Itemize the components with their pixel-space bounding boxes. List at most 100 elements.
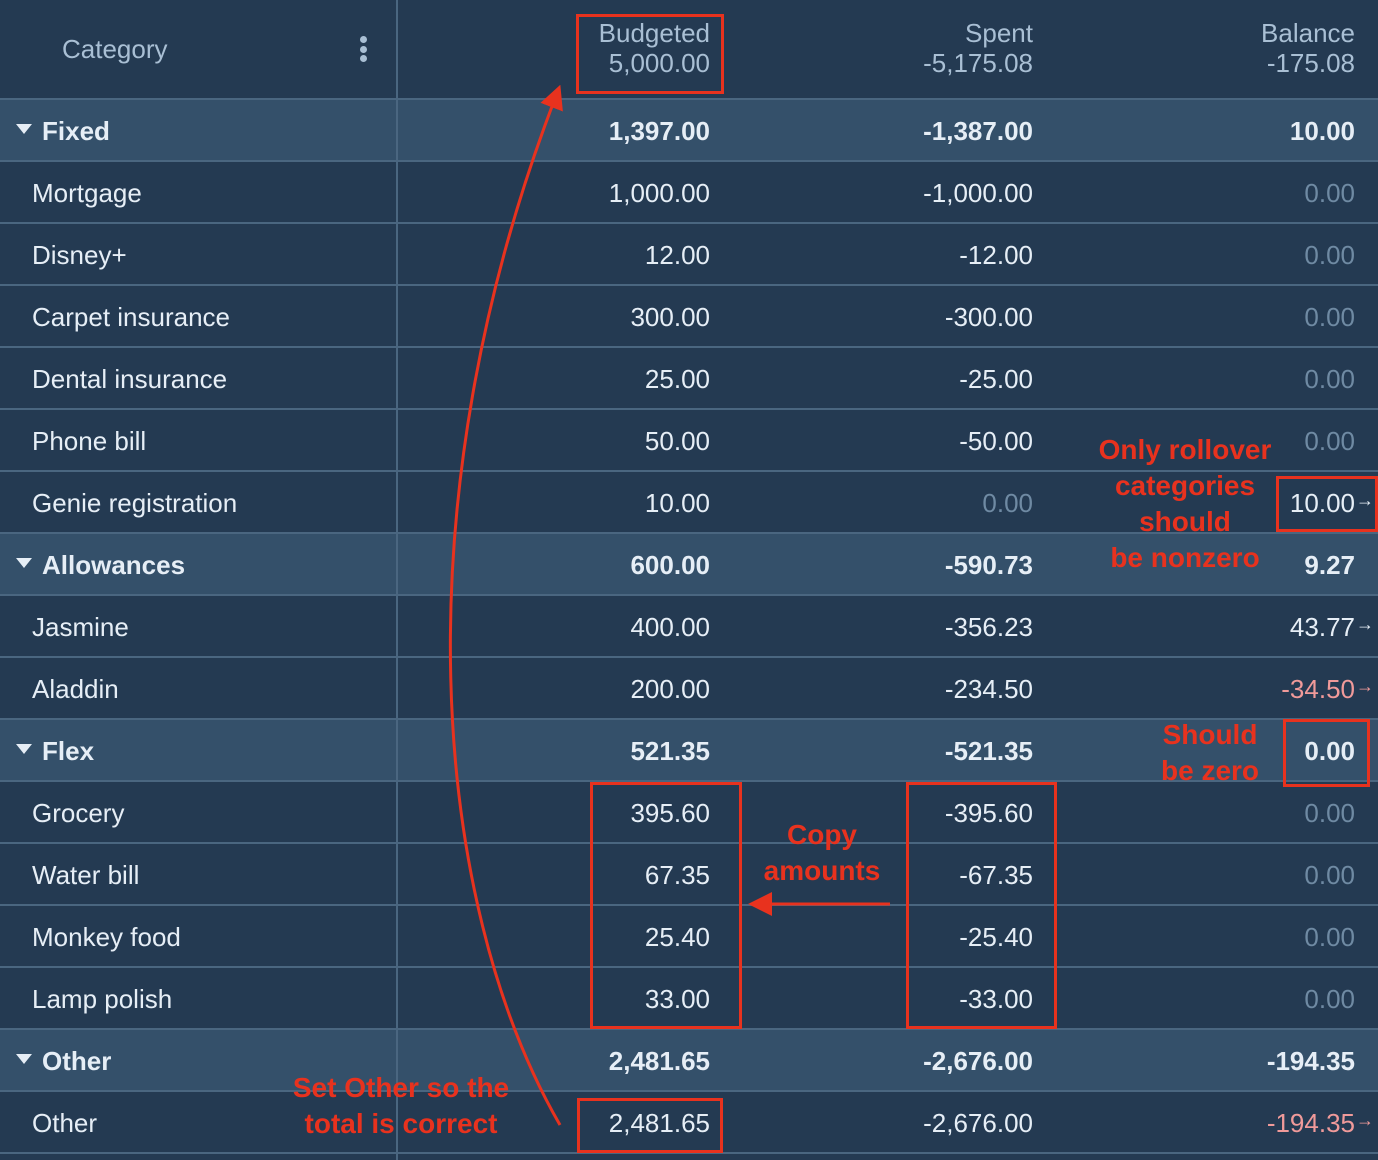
category-row[interactable]: Genie registration 10.00 0.00 10.00 → [0,472,1378,534]
category-row[interactable]: Water bill 67.35 -67.35 0.00 [0,844,1378,906]
annotation-zero-note: Should be zero [1160,719,1260,786]
spent-amount: -2,676.00 [923,1046,1033,1076]
rollover-arrow-icon: → [1356,1110,1374,1130]
budgeted-amount: 600.00 [630,550,710,580]
category-row[interactable]: Monkey food 25.40 -25.40 0.00 [0,906,1378,968]
category-name[interactable]: Carpet insurance [32,302,230,332]
category-row[interactable]: Jasmine 400.00 -356.23 43.77 → [0,596,1378,658]
category-name[interactable]: Other [42,1046,112,1076]
balance-amount[interactable]: 0.00 [1304,178,1355,208]
collapse-triangle-icon[interactable] [16,1054,32,1064]
budgeted-amount: 2,481.65 [608,1046,710,1076]
balance-amount[interactable]: 0.00 [1304,364,1355,394]
collapse-triangle-icon[interactable] [16,124,32,134]
spent-amount: -590.73 [944,550,1033,580]
budgeted-amount[interactable]: 12.00 [644,240,710,270]
collapse-triangle-icon[interactable] [16,744,32,754]
spent-amount: -50.00 [959,426,1033,456]
category-row[interactable]: Lamp polish 33.00 -33.00 0.00 [0,968,1378,1030]
balance-amount[interactable]: 0.00 [1304,798,1355,828]
category-row[interactable]: Dental insurance 25.00 -25.00 0.00 [0,348,1378,410]
category-group-row[interactable]: Fixed 1,397.00 -1,387.00 10.00 [0,100,1378,162]
category-row[interactable]: Aladdin 200.00 -234.50 -34.50 → [0,658,1378,720]
category-group-row[interactable]: Other 2,481.65 -2,676.00 -194.35 [0,1030,1378,1092]
balance-amount[interactable]: 43.77 [1289,612,1355,642]
balance-amount[interactable]: 0.00 [1304,984,1355,1014]
category-name[interactable]: Lamp polish [32,984,173,1014]
spent-label: Spent [965,18,1033,48]
balance-amount[interactable]: 0.00 [1304,240,1355,270]
balance-amount[interactable]: 0.00 [1304,860,1355,890]
budgeted-amount[interactable]: 25.40 [644,922,710,952]
category-name[interactable]: Disney+ [32,240,127,270]
category-row[interactable]: Other 2,481.65 -2,676.00 -194.35 → [0,1092,1378,1154]
budgeted-amount[interactable]: 400.00 [630,612,710,642]
category-row[interactable]: Grocery 395.60 -395.60 0.00 [0,782,1378,844]
category-name[interactable]: Flex [42,736,95,766]
category-name[interactable]: Water bill [32,860,140,890]
arrow-other-to-total [448,84,563,1126]
budgeted-amount[interactable]: 10.00 [644,488,710,518]
category-name[interactable]: Phone bill [32,426,147,456]
category-name[interactable]: Fixed [42,116,110,146]
balance-amount[interactable]: 10.00 [1289,488,1355,518]
budgeted-amount: 1,397.00 [608,116,710,146]
budgeted-amount[interactable]: 395.60 [630,798,710,828]
category-name[interactable]: Allowances [42,550,186,580]
budgeted-amount[interactable]: 200.00 [630,674,710,704]
balance-amount[interactable]: 0.00 [1304,426,1355,456]
budgeted-amount[interactable]: 1,000.00 [608,178,710,208]
spent-amount: -2,676.00 [923,1108,1033,1138]
annotation-other-note: Set Other so the total is correct [292,1072,510,1139]
category-row[interactable]: Carpet insurance 300.00 -300.00 0.00 [0,286,1378,348]
annotation-box-flex-balance [1283,719,1370,787]
budgeted-amount[interactable]: 50.00 [644,426,710,456]
category-column-header[interactable]: Category [62,34,168,64]
budgeted-amount[interactable]: 2,481.65 [608,1108,710,1138]
budgeted-amount[interactable]: 33.00 [644,984,710,1014]
balance-amount[interactable]: -194.35 [1266,1108,1355,1138]
balance-amount: 0.00 [1304,736,1355,766]
category-name[interactable]: Jasmine [32,612,129,642]
annotation-rollover-note: Only rollover categories should be nonzero [1098,434,1272,573]
spent-amount: -67.35 [959,860,1033,890]
spent-amount: -521.35 [944,736,1033,766]
spent-amount: -395.60 [944,798,1033,828]
balance-amount[interactable]: 0.00 [1304,302,1355,332]
budgeted-amount[interactable]: 25.00 [644,364,710,394]
budgeted-amount: 521.35 [630,736,710,766]
category-row[interactable]: Phone bill 50.00 -50.00 0.00 [0,410,1378,472]
rollover-arrow-icon: → [1356,614,1374,634]
category-row[interactable]: Disney+ 12.00 -12.00 0.00 [0,224,1378,286]
balance-total: -175.08 [1266,48,1355,78]
annotation-box-budgeted-total [576,14,724,94]
collapse-triangle-icon[interactable] [16,558,32,568]
column-divider [396,0,398,1160]
kebab-menu-icon[interactable] [360,36,370,62]
annotation-box-other-budgeted [577,1098,723,1153]
budgeted-amount[interactable]: 300.00 [630,302,710,332]
spent-total: -5,175.08 [923,48,1033,78]
balance-amount: 10.00 [1289,116,1355,146]
category-row[interactable]: Mortgage 1,000.00 -1,000.00 0.00 [0,162,1378,224]
spent-amount: -12.00 [959,240,1033,270]
balance-label: Balance [1261,18,1355,48]
annotation-copy-note: Copy amounts [763,819,881,886]
category-name[interactable]: Mortgage [32,178,142,208]
category-name[interactable]: Other [32,1108,98,1138]
budgeted-column-header[interactable]: Budgeted 5,000.00 [599,18,710,78]
category-name[interactable]: Dental insurance [32,364,228,394]
budgeted-amount[interactable]: 67.35 [644,860,710,890]
category-name[interactable]: Grocery [32,798,125,828]
spent-column-header[interactable]: Spent -5,175.08 [923,18,1033,78]
spent-amount: -1,000.00 [923,178,1033,208]
category-group-row[interactable]: Allowances 600.00 -590.73 9.27 [0,534,1378,596]
balance-column-header[interactable]: Balance -175.08 [1261,18,1355,78]
category-name[interactable]: Aladdin [32,674,119,704]
balance-amount[interactable]: 0.00 [1304,922,1355,952]
category-group-row[interactable]: Flex 521.35 -521.35 0.00 [0,720,1378,782]
category-name[interactable]: Genie registration [32,488,238,518]
spent-amount: -33.00 [959,984,1033,1014]
balance-amount[interactable]: -34.50 [1281,674,1355,704]
category-name[interactable]: Monkey food [32,922,181,952]
